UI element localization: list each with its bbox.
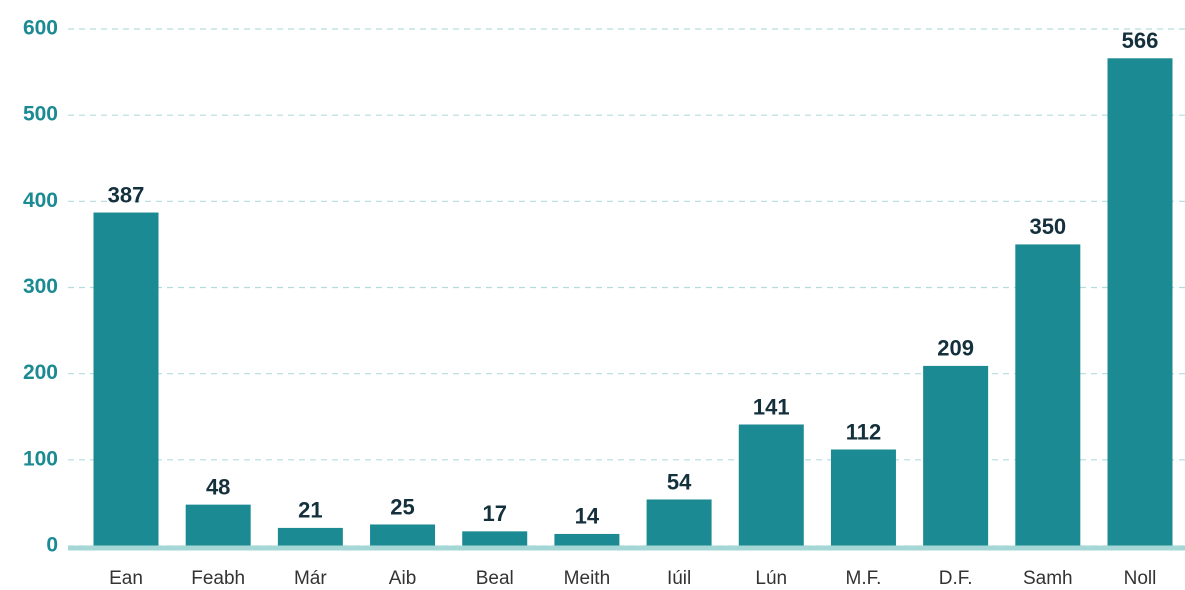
data-label: 21: [298, 498, 322, 523]
x-tick-label: Ean: [109, 568, 143, 589]
y-tick-label: 0: [46, 534, 58, 557]
y-tick-label: 200: [23, 361, 58, 384]
data-label: 48: [206, 474, 230, 499]
bar: [1015, 244, 1081, 546]
x-tick-label: Iúil: [667, 568, 691, 589]
y-tick-label: 100: [23, 447, 58, 470]
bar: [830, 449, 896, 546]
data-label: 112: [846, 419, 882, 444]
data-label: 54: [667, 469, 692, 494]
bar: [923, 365, 989, 546]
bar: [370, 524, 436, 546]
x-tick-label: Feabh: [191, 568, 245, 589]
y-tick-label: 500: [23, 103, 58, 126]
bar: [554, 533, 620, 546]
bar: [185, 504, 251, 546]
data-label: 17: [482, 501, 506, 526]
y-tick-label: 600: [23, 17, 58, 40]
data-label: 14: [575, 504, 600, 529]
data-label: 387: [108, 182, 145, 207]
bar: [646, 499, 712, 546]
x-tick-label: Meith: [564, 568, 610, 589]
y-tick-label: 400: [23, 189, 58, 212]
bar: [738, 424, 804, 546]
y-tick-label: 300: [23, 275, 58, 298]
data-label: 566: [1122, 28, 1159, 53]
data-label: 141: [753, 394, 790, 419]
x-tick-label: Már: [294, 568, 327, 589]
x-tick-label: Aib: [389, 568, 416, 589]
x-tick-label: Noll: [1124, 568, 1157, 589]
x-tick-label: M.F.: [846, 568, 882, 589]
x-tick-label: Beal: [476, 568, 514, 589]
data-label: 350: [1029, 214, 1066, 239]
bar: [93, 212, 159, 546]
data-label: 25: [390, 494, 414, 519]
x-tick-label: Lún: [755, 568, 787, 589]
bar: [462, 531, 528, 546]
x-tick-label: D.F.: [939, 568, 973, 589]
data-label: 209: [937, 336, 974, 361]
bar: [1107, 58, 1173, 547]
x-tick-label: Samh: [1023, 568, 1073, 589]
bar: [277, 527, 343, 546]
